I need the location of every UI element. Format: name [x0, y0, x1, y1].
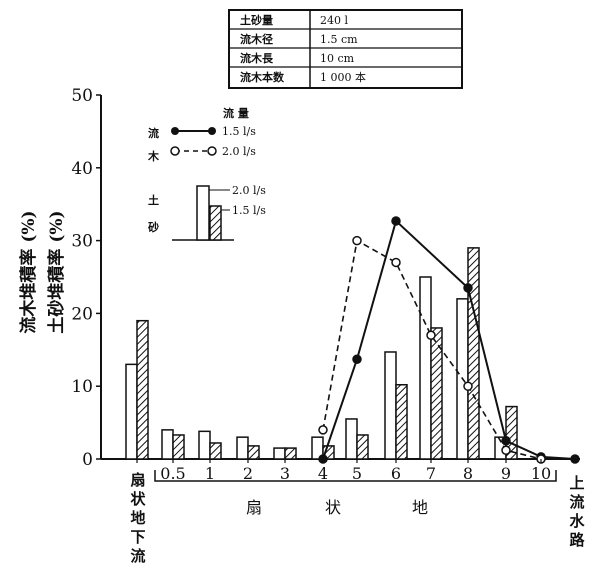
bar-sediment-2-0 [198, 430, 211, 460]
legend-line-label: 1.5 l/s [222, 125, 256, 138]
table-label: 流木長 [240, 51, 274, 65]
downstream-label: 上 流 水 路 [569, 474, 585, 549]
bar-sediment-2-0 [161, 429, 174, 460]
point-wood-1-5 [352, 354, 362, 365]
legend-sediment-char: 土 [148, 193, 159, 207]
point-wood-2-0 [318, 425, 328, 435]
svg-text:流: 流 [130, 547, 145, 565]
bar-sediment-2-0 [419, 276, 432, 460]
x-tick-label: 2 [243, 464, 253, 483]
table-label: 流木径 [240, 32, 273, 46]
x-tick-label: 8 [463, 464, 473, 483]
legend-wood-char: 流 [148, 126, 159, 140]
svg-text:上: 上 [569, 474, 584, 492]
legend-bar-label: 2.0 l/s [232, 184, 266, 197]
x-tick-label: 4 [318, 464, 328, 483]
y-tick-label: 10 [71, 377, 93, 397]
y-tick-label: 40 [71, 159, 93, 179]
bar-sediment-2-0 [384, 351, 397, 460]
bar-sediment-1-5 [284, 447, 297, 460]
bar-sediment-2-0 [345, 418, 358, 460]
line-wood-1-5 [322, 219, 576, 460]
svg-text:下: 下 [130, 528, 145, 546]
table-value: 240 l [320, 14, 348, 27]
legend-line-label: 2.0 l/s [222, 145, 256, 158]
y-tick-label: 0 [82, 450, 93, 470]
y-ticks: 0 10 20 30 40 50 [71, 86, 101, 470]
point-wood-1-5 [463, 283, 473, 293]
point-wood-2-0 [426, 330, 436, 340]
y-tick-label: 30 [71, 232, 93, 252]
fan-label-char: 状 [325, 498, 341, 517]
bar-sediment-2-0 [273, 447, 286, 460]
bar-sediment-1-5 [430, 327, 443, 460]
legend: 流 量 流 木 1.5 l/s 2.0 l/s 土 砂 2.0 l/s 1.5 … [147, 106, 266, 241]
bar-sediment-1-5 [172, 434, 185, 460]
table-label: 土砂量 [240, 13, 273, 27]
svg-text:地: 地 [130, 509, 145, 527]
upstream-label: 扇 状 地 下 流 [130, 471, 146, 565]
x-tick-label: 10 [531, 464, 551, 483]
params-table: 土砂量 240 l 流木径 1.5 cm 流木長 10 cm 流木本数 1 00… [228, 9, 463, 89]
bar-sediment-2-0 [236, 436, 249, 460]
svg-text:流: 流 [569, 493, 584, 511]
x-tick-label: 7 [426, 464, 436, 483]
y-tick-label: 50 [71, 86, 93, 106]
x-tick-label: 9 [501, 464, 511, 483]
svg-text:路: 路 [569, 531, 585, 549]
legend-wood-char: 木 [147, 149, 160, 163]
y-axis-label-wood: 流木堆積率 (%) [18, 210, 39, 333]
table-value: 1.5 cm [320, 33, 358, 46]
bar-sediment-1-5 [356, 434, 369, 460]
point-wood-2-0 [352, 235, 362, 246]
bar-sediment-1-5 [247, 445, 260, 460]
bar-sediment-1-5 [505, 405, 518, 460]
legend-flow-title: 流 量 [223, 106, 249, 120]
svg-text:水: 水 [569, 512, 585, 530]
bar-sediment-1-5 [209, 442, 222, 460]
x-tick-label: 3 [280, 464, 290, 483]
bar-sediment-2-0 [125, 363, 138, 460]
point-wood-2-0 [501, 445, 511, 456]
bar-sediment-1-5 [467, 247, 480, 460]
svg-text:扇: 扇 [130, 471, 145, 489]
x-tick-label: 5 [352, 464, 362, 483]
x-tick-label: 0.5 [160, 464, 185, 483]
point-wood-1-5 [501, 436, 511, 446]
legend-bar-label: 1.5 l/s [232, 204, 266, 217]
x-ticks: 0.5 1 2 3 4 5 6 7 8 9 10 [136, 459, 576, 483]
svg-text:状: 状 [130, 490, 146, 508]
table-label: 流木本数 [240, 70, 285, 84]
x-tick-label: 1 [205, 464, 215, 483]
point-wood-2-0 [463, 381, 473, 391]
y-axis-label-sediment: 土砂堆積率 (%) [46, 210, 67, 333]
legend-sediment-char: 砂 [148, 220, 159, 234]
table-value: 10 cm [320, 52, 355, 65]
bar-sediment-1-5 [136, 319, 149, 460]
bars [125, 247, 518, 460]
x-tick-label: 6 [391, 464, 401, 483]
fan-bracket [154, 470, 557, 482]
bar-sediment-1-5 [395, 383, 408, 460]
y-tick-label: 20 [71, 304, 93, 324]
point-wood-1-5 [391, 216, 401, 226]
fan-label-char: 地 [412, 498, 428, 517]
table-value: 1 000 本 [320, 70, 366, 84]
lines [318, 216, 580, 464]
point-wood-2-0 [391, 257, 401, 268]
fan-label-char: 扇 [246, 498, 262, 517]
